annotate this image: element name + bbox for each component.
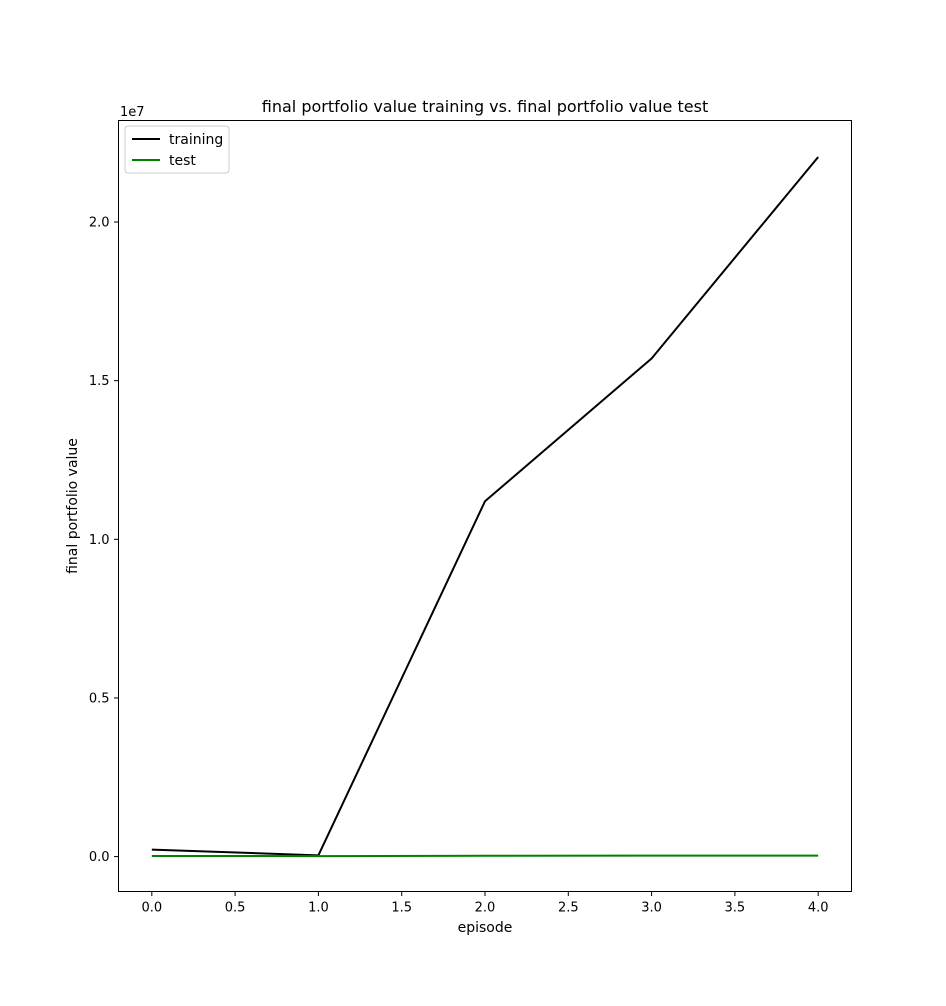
- y-tick-label: 0.5: [89, 691, 110, 706]
- legend: training test: [125, 126, 229, 173]
- x-tick-label: 4.0: [808, 901, 829, 916]
- y-tick-label: 0.0: [89, 850, 110, 865]
- x-axis-label: episode: [458, 920, 513, 936]
- x-tick-label: 3.5: [725, 901, 746, 916]
- y-axis-offset-label: 1e7: [120, 105, 145, 120]
- y-tick-label: 2.0: [89, 216, 110, 231]
- x-tick-label: 1.0: [308, 901, 329, 916]
- legend-label-training: training: [169, 132, 223, 148]
- x-tick-label: 2.0: [475, 901, 496, 916]
- x-tick-label: 2.5: [558, 901, 579, 916]
- x-tick-label: 1.5: [391, 901, 412, 916]
- y-axis-label: final portfolio value: [65, 438, 81, 574]
- x-tick-label: 0.5: [225, 901, 246, 916]
- chart-title: final portfolio value training vs. final…: [262, 97, 708, 116]
- plot-area: [119, 121, 852, 892]
- x-tick-label: 0.0: [141, 901, 162, 916]
- x-tick-label: 3.0: [641, 901, 662, 916]
- y-tick-label: 1.5: [89, 374, 110, 389]
- legend-label-test: test: [169, 153, 196, 169]
- y-tick-label: 1.0: [89, 533, 110, 548]
